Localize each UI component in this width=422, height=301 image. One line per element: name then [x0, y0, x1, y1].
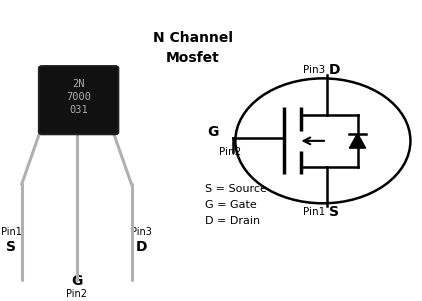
Text: G: G: [71, 275, 82, 288]
Text: Pin1: Pin1: [1, 227, 22, 237]
Text: S: S: [6, 240, 16, 254]
Text: N Channel
Mosfet: N Channel Mosfet: [153, 31, 233, 65]
Text: D: D: [136, 240, 147, 254]
Text: Pin2: Pin2: [219, 147, 241, 157]
Polygon shape: [349, 134, 365, 148]
Text: S: S: [329, 205, 339, 219]
Text: Pin3: Pin3: [303, 65, 325, 75]
Text: 2N
7000
031: 2N 7000 031: [66, 79, 91, 116]
Text: Pin1: Pin1: [303, 207, 325, 217]
Text: D: D: [329, 63, 341, 77]
Text: Pin2: Pin2: [66, 289, 87, 299]
FancyBboxPatch shape: [39, 66, 119, 135]
Text: G: G: [208, 125, 219, 139]
Text: Pin3: Pin3: [131, 227, 152, 237]
Text: S = Source
G = Gate
D = Drain: S = Source G = Gate D = Drain: [205, 185, 267, 226]
